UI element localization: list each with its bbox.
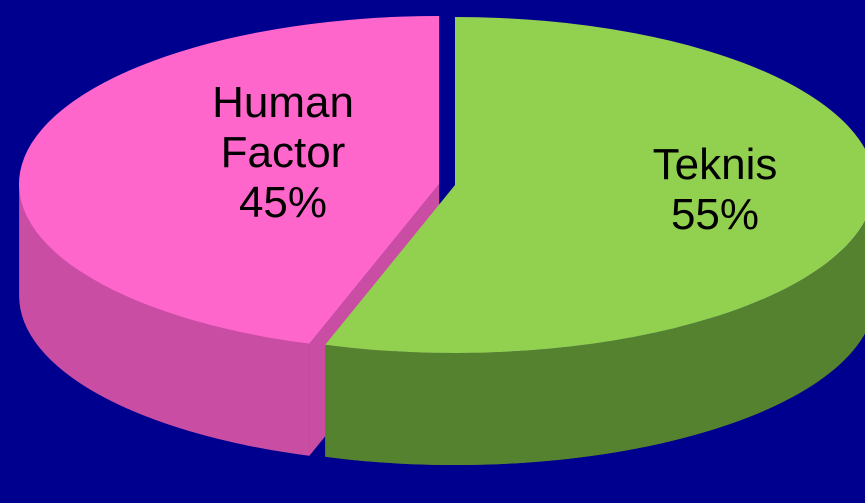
slice-side-shade bbox=[19, 184, 310, 456]
value-label: 55% bbox=[670, 190, 760, 239]
slice-side-shade bbox=[325, 221, 865, 466]
slice bbox=[19, 15, 440, 344]
slice bbox=[325, 17, 865, 353]
value-label: 45% bbox=[238, 178, 328, 227]
category-label: Human Factor bbox=[212, 78, 354, 177]
slice-label: Teknis 55% bbox=[610, 140, 820, 240]
slice-label: Human Factor 45% bbox=[178, 78, 388, 228]
category-label: Teknis bbox=[652, 140, 778, 189]
